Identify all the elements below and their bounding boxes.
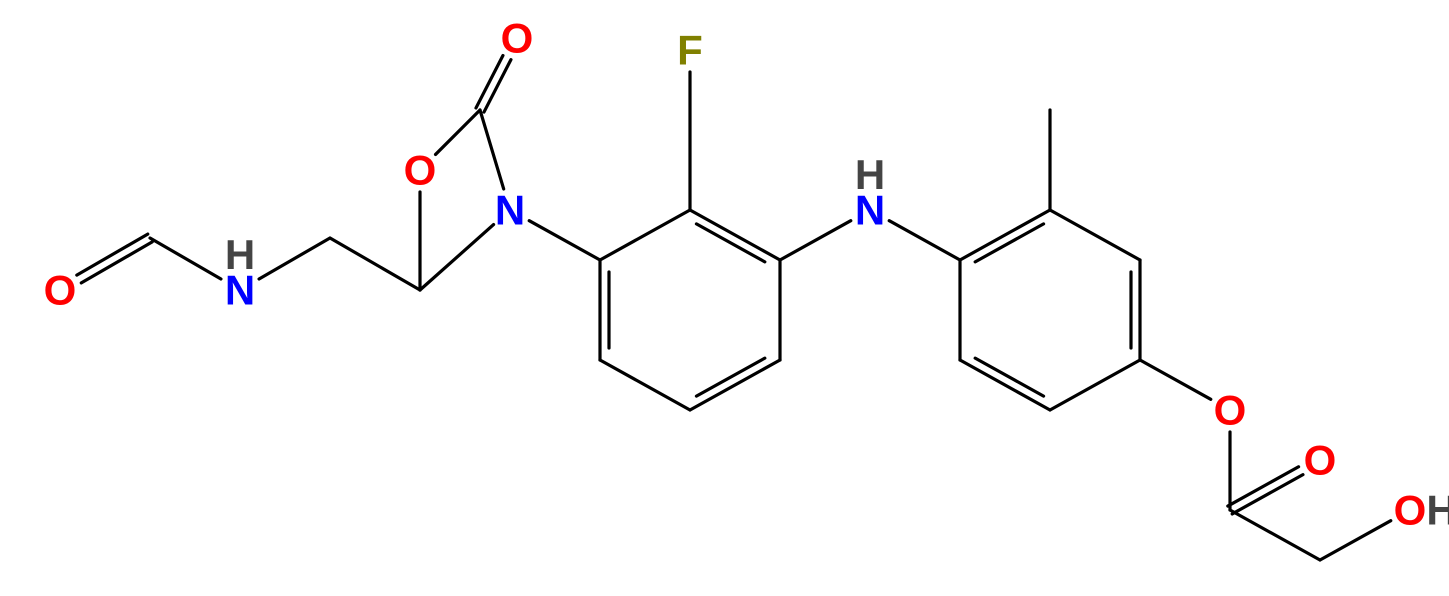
atom-o: O (1214, 387, 1247, 434)
atom-o: O (501, 15, 534, 62)
atom-o: O (404, 147, 437, 194)
atom-o: O (1394, 487, 1427, 534)
atom-h: H (1426, 487, 1449, 534)
atom-h: H (855, 151, 885, 198)
molecule-svg: ONHONOFNHOOOH (0, 0, 1449, 596)
atom-o: O (1304, 437, 1337, 484)
atom-o: O (44, 267, 77, 314)
canvas-bg (0, 0, 1449, 596)
atom-n: N (495, 187, 525, 234)
molecule-diagram: ONHONOFNHOOOH (0, 0, 1449, 596)
atom-f: F (677, 27, 703, 74)
atom-h: H (225, 231, 255, 278)
